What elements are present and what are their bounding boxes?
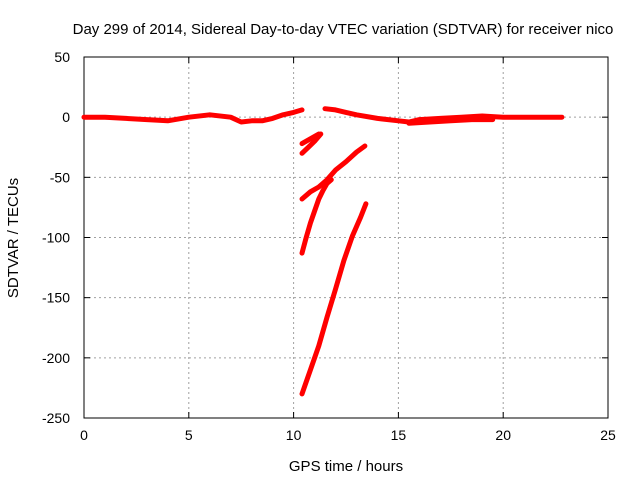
x-axis-label: GPS time / hours <box>289 458 403 475</box>
y-tick-label: -250 <box>42 410 70 426</box>
series-line-4 <box>299 131 322 147</box>
series-line-6 <box>299 177 334 256</box>
y-tick-label: -50 <box>50 169 70 185</box>
series-line-2 <box>406 117 496 126</box>
data-series <box>81 106 565 397</box>
y-tick-label: -100 <box>42 230 70 246</box>
x-tick-label: 25 <box>600 427 616 443</box>
x-tick-label: 0 <box>80 427 88 443</box>
y-axis-label: SDTVAR / TECUs <box>5 178 22 298</box>
y-tick-label: -150 <box>42 290 70 306</box>
x-tick-label: 5 <box>185 427 193 443</box>
series-line-7 <box>299 201 369 397</box>
x-tick-label: 10 <box>286 427 302 443</box>
y-tick-label: 0 <box>62 109 70 125</box>
x-tick-label: 15 <box>391 427 407 443</box>
series-line-5 <box>299 143 368 202</box>
x-tick-label: 20 <box>495 427 511 443</box>
series-line-3 <box>299 131 324 156</box>
axis-ticks: 0 5 10 15 20 25 -250 -200 -150 -100 -50 0 50 <box>42 49 616 443</box>
series-line-0 <box>81 107 305 125</box>
chart-title: Day 299 of 2014, Sidereal Day-to-day VTE… <box>73 21 614 38</box>
y-tick-label: -200 <box>42 350 70 366</box>
y-tick-label: 50 <box>54 49 70 65</box>
series-line-1 <box>322 106 565 125</box>
